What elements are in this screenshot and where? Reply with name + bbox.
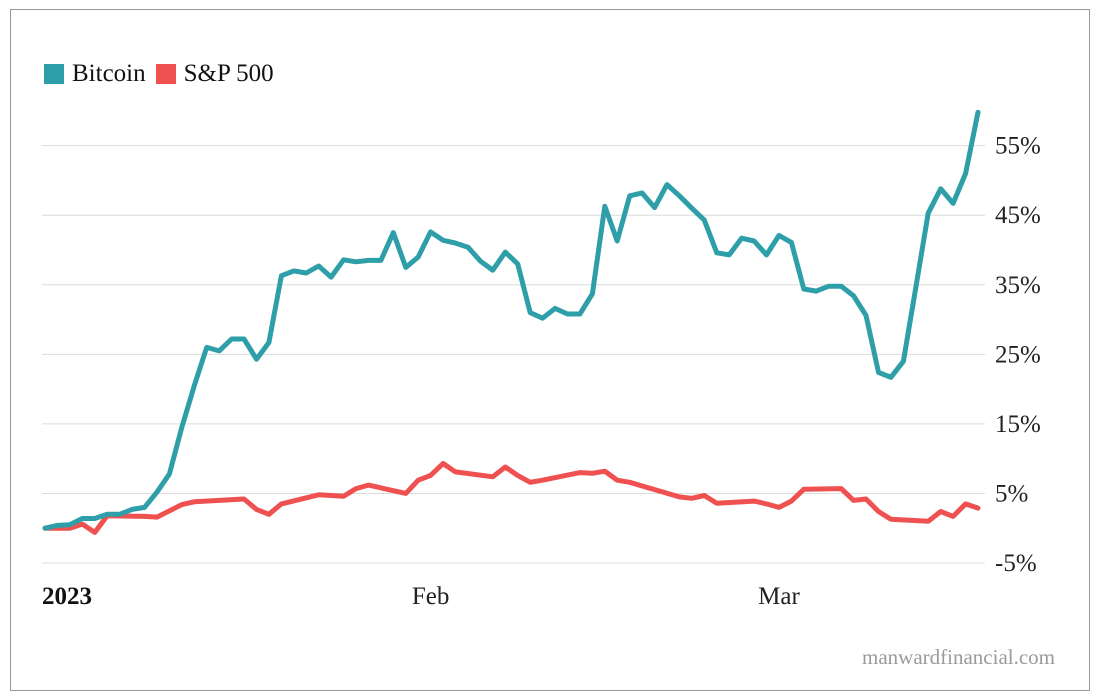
watermark: manwardfinancial.com: [862, 645, 1055, 669]
grid-lines: [42, 145, 985, 564]
y-tick-label: 5%: [995, 480, 1028, 507]
series-lines: [42, 109, 981, 535]
chart-frame: [10, 9, 1090, 691]
legend-label-sp500: S&P 500: [183, 60, 274, 87]
y-tick-label: 15%: [995, 411, 1041, 438]
x-tick-label: Feb: [412, 583, 450, 610]
series-line-sp500: [42, 461, 981, 535]
legend: Bitcoin S&P 500: [44, 60, 284, 88]
x-axis-ticks: 2023 Feb Mar: [42, 583, 800, 610]
y-tick-label: 55%: [995, 133, 1041, 160]
series-line-bitcoin: [42, 109, 981, 531]
y-tick-label: 35%: [995, 272, 1041, 299]
x-tick-label: Mar: [758, 583, 800, 610]
y-tick-label: -5%: [995, 550, 1037, 577]
y-tick-label: 25%: [995, 341, 1041, 368]
legend-item-bitcoin: Bitcoin: [44, 60, 146, 88]
legend-swatch-bitcoin: [44, 64, 64, 84]
legend-item-sp500: S&P 500: [155, 60, 274, 88]
legend-swatch-sp500: [155, 64, 176, 84]
y-tick-label: 45%: [995, 202, 1041, 229]
legend-label-bitcoin: Bitcoin: [72, 60, 146, 87]
x-tick-label: 2023: [42, 583, 92, 610]
y-axis-ticks: 55% 45% 35% 25% 15% 5% -5%: [995, 133, 1041, 577]
